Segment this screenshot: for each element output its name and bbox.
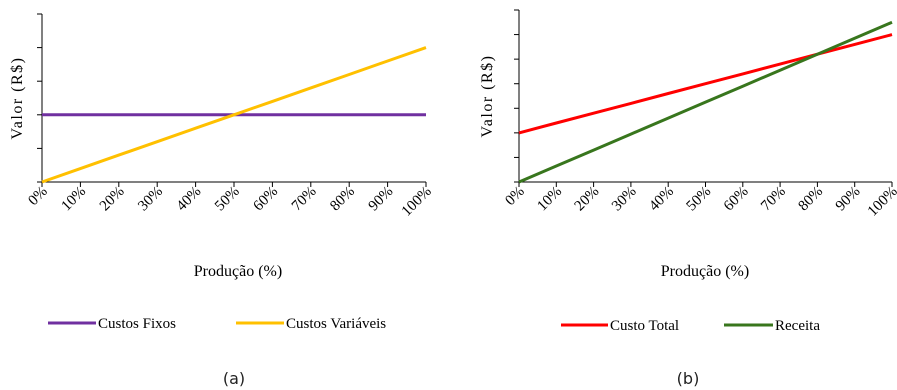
legend-label: Custos Fixos <box>98 316 176 332</box>
x-tick-label: 90% <box>366 184 397 215</box>
x-tick-label: 30% <box>135 184 166 215</box>
series-line-2 <box>41 46 427 184</box>
legend-label: Receita <box>775 318 820 334</box>
legend-label: Custo Total <box>610 318 679 334</box>
x-tick-label: 0% <box>502 184 527 209</box>
legend-label: Custos Variáveis <box>286 316 386 332</box>
x-tick-label: 80% <box>795 184 826 215</box>
y-axis-title: Valor (R$) <box>9 57 26 140</box>
x-tick-label: 10% <box>534 184 565 215</box>
x-tick-label: 100% <box>865 184 897 220</box>
x-tick-label: 20% <box>572 184 603 215</box>
x-tick-label: 70% <box>289 184 320 215</box>
x-tick-label: 70% <box>758 184 789 215</box>
x-tick-label: 60% <box>250 184 281 215</box>
panel-label: (a) <box>223 369 245 388</box>
x-tick-label: 100% <box>399 184 435 220</box>
chart-panel-b: 0% 10% 20% 30% 40% 50% 60% 70% 80% 90% 100% Produçã… <box>479 9 897 388</box>
series-line-1 <box>518 33 893 135</box>
x-axis-title: Produção (%) <box>661 263 749 280</box>
x-tick-label: 20% <box>97 184 128 215</box>
x-axis-title: Produção (%) <box>194 263 282 280</box>
x-tick-label: 50% <box>212 184 243 215</box>
x-tick-label: 30% <box>609 184 640 215</box>
x-tick-label: 50% <box>684 184 715 215</box>
x-tick-label: 10% <box>58 184 89 215</box>
series-line-2 <box>518 20 893 184</box>
x-tick-label: 40% <box>174 184 205 215</box>
x-tick-label: 90% <box>833 184 864 215</box>
y-axis-title: Valor (R$) <box>479 55 496 138</box>
x-tick-label: 40% <box>646 184 677 215</box>
x-tick-label: 60% <box>721 184 752 215</box>
x-tick-label: 80% <box>327 184 358 215</box>
chart-panel-a: 0% 10% 20% 30% 40% 50% 60% 70% 80% 90% 100% Produçã… <box>9 13 435 388</box>
panel-label: (b) <box>677 369 700 388</box>
x-tick-label: 0% <box>25 184 50 209</box>
